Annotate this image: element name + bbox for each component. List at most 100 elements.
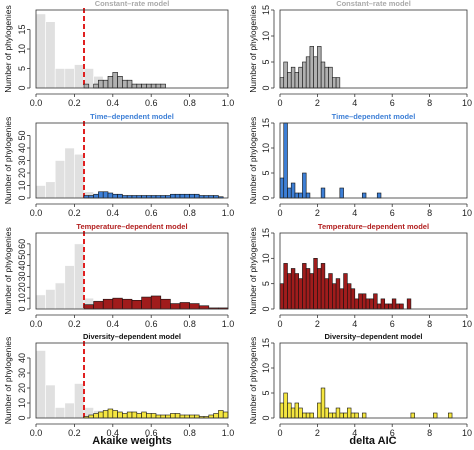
histogram-bar <box>302 263 307 310</box>
y-tick-label: 20 <box>17 168 27 178</box>
histogram-bar <box>309 412 314 419</box>
x-tick-label: 0.0 <box>30 319 43 329</box>
y-axis-label: Number of phylogenies <box>248 5 258 92</box>
panel-title: Constant–rate model <box>336 0 411 8</box>
background-bar <box>74 243 85 310</box>
histogram-bar <box>376 192 382 199</box>
y-tick-label: 15 <box>17 24 27 34</box>
panel-title: Constant–rate model <box>95 0 170 8</box>
panel-title: Diversity–dependent model <box>83 332 181 341</box>
foreground-bar <box>208 414 214 419</box>
x-tick-label: 1.0 <box>222 98 235 108</box>
foreground-bar <box>146 413 152 419</box>
foreground-bar <box>150 413 157 419</box>
plot-frame <box>279 9 468 89</box>
foreground-bar <box>170 193 176 199</box>
histogram-bar <box>279 77 285 89</box>
foreground-bar <box>174 413 181 419</box>
x-tick-label: 0.8 <box>183 319 196 329</box>
x-tick-label: 8 <box>427 98 432 108</box>
panel-title: Time–dependent model <box>332 112 416 121</box>
foreground-bar <box>112 72 118 89</box>
x-tick-label: 0.8 <box>183 208 196 218</box>
foreground-bar <box>112 193 118 199</box>
foreground-bar <box>184 193 190 199</box>
histogram-bar <box>294 402 299 419</box>
histogram-bar <box>305 412 311 419</box>
histogram-bar <box>406 298 412 310</box>
y-tick-label: 15 <box>261 5 271 15</box>
y-tick-label: 30 <box>17 271 27 281</box>
foreground-bar <box>146 83 152 89</box>
histogram-bar <box>324 66 329 89</box>
foreground-bar <box>112 410 118 419</box>
x-tick-label: 0 <box>277 208 282 218</box>
x-tick-label: 0.8 <box>183 98 196 108</box>
plot-frame <box>35 9 229 89</box>
x-tick-label: 0.2 <box>68 319 81 329</box>
histogram-bar <box>332 283 337 310</box>
histogram-bar <box>328 66 333 89</box>
histogram-bar <box>361 412 367 419</box>
x-tick-label: 0.0 <box>30 98 43 108</box>
histogram-bar <box>283 61 288 89</box>
background-bar <box>74 153 85 199</box>
background-bar <box>64 402 75 419</box>
y-axis-label: Number of phylogenies <box>248 117 258 204</box>
foreground-bar <box>131 411 138 419</box>
x-tick-label: 0.4 <box>107 98 120 108</box>
histogram-bar <box>350 288 356 310</box>
panel-title: Time–dependent model <box>90 112 174 121</box>
y-tick-label: 5 <box>261 170 271 175</box>
foreground-bar <box>98 411 104 419</box>
panel-title: Temperature–dependent model <box>318 222 429 231</box>
x-tick-label: 6 <box>390 319 395 329</box>
y-axis-label: Number of phylogenies <box>3 337 13 424</box>
x-tick-label: 4 <box>352 319 357 329</box>
y-axis-label: Number of phylogenies <box>3 5 13 92</box>
x-tick-label: 10 <box>462 208 472 218</box>
histogram-bar <box>283 122 288 199</box>
panel-title: Diversity–dependent model <box>325 332 423 341</box>
plot-frame <box>35 232 229 310</box>
foreground-bar <box>136 83 142 89</box>
histogram-bar <box>317 268 322 310</box>
histogram-bar <box>294 72 299 89</box>
histogram-bar <box>347 407 352 419</box>
histogram-bar <box>395 303 400 310</box>
y-tick-label: 10 <box>261 253 271 263</box>
histogram-bar <box>320 61 326 89</box>
foreground-bar <box>122 298 133 310</box>
histogram-bar <box>313 56 318 89</box>
foreground-bar <box>83 304 94 310</box>
y-tick-label: 20 <box>17 383 27 393</box>
foreground-bar <box>98 191 104 199</box>
y-tick-label: 30 <box>17 155 27 165</box>
histogram-bar <box>328 273 333 310</box>
x-tick-label: 8 <box>427 319 432 329</box>
histogram-bar <box>343 273 348 310</box>
foreground-bar <box>93 301 104 310</box>
y-tick-label: 40 <box>17 143 27 153</box>
x-tick-label: 4 <box>352 428 357 438</box>
histogram-bar <box>347 283 352 310</box>
x-tick-label: 4 <box>352 98 357 108</box>
foreground-bar <box>126 411 133 419</box>
x-tick-label: 0.6 <box>145 208 158 218</box>
foreground-bar <box>136 413 142 419</box>
y-tick-label: 40 <box>17 353 27 363</box>
y-tick-label: 60 <box>17 239 27 249</box>
foreground-bar <box>131 300 142 310</box>
histogram-bar <box>339 187 344 199</box>
y-axis-label: Number of phylogenies <box>3 117 13 204</box>
foreground-bar <box>213 413 219 419</box>
background-bar <box>35 13 46 89</box>
x-tick-label: 0 <box>277 319 282 329</box>
y-tick-label: 10 <box>17 180 27 190</box>
y-tick-label: 5 <box>261 390 271 395</box>
histogram-bar <box>320 187 326 199</box>
foreground-bar <box>102 79 109 89</box>
plot-frame <box>279 232 468 310</box>
histogram-bar <box>279 283 285 310</box>
